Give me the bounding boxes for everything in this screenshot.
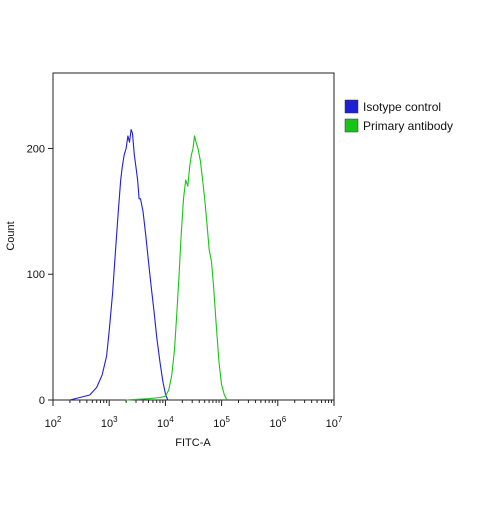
y-tick-label: 100 xyxy=(27,269,45,281)
x-tick-label: 104 xyxy=(157,415,174,430)
series-layer xyxy=(69,129,228,401)
series-line-isotype-control xyxy=(69,129,169,401)
plot-frame xyxy=(52,72,335,401)
series-line-primary-antibody xyxy=(126,135,228,401)
x-axis-title: FITC-A xyxy=(175,437,211,449)
x-axis: 102 103 104 105 106 107 xyxy=(45,400,343,430)
y-tick-label: 200 xyxy=(27,143,45,155)
y-axis-title: Count xyxy=(5,221,17,250)
x-tick-label: 107 xyxy=(326,415,343,430)
x-tick-label: 103 xyxy=(101,415,118,430)
legend-label: Primary antibody xyxy=(363,119,453,133)
x-tick-label: 106 xyxy=(269,415,286,430)
x-tick-label: 102 xyxy=(45,415,62,430)
y-tick-label: 0 xyxy=(39,395,45,407)
legend: Isotype control Primary antibody xyxy=(344,99,453,133)
y-axis: 0 100 200 xyxy=(27,143,53,407)
legend-swatch xyxy=(344,99,359,114)
x-tick-label: 105 xyxy=(213,415,230,430)
legend-swatch xyxy=(344,118,359,133)
legend-label: Isotype control xyxy=(363,100,441,114)
